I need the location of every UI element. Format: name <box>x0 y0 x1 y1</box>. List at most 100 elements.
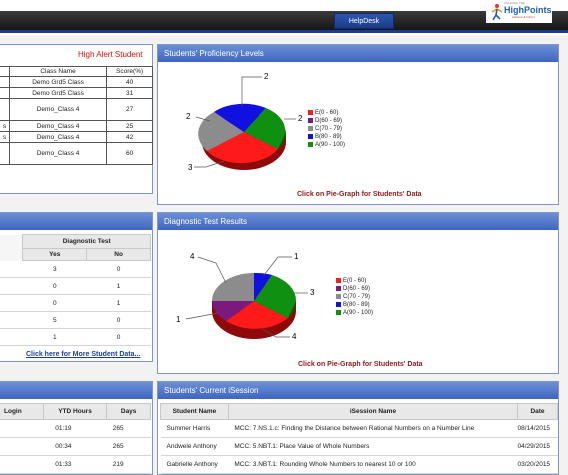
legend-swatch-d <box>336 285 341 291</box>
table-row[interactable]: s Demo_Class 4 42 <box>0 131 153 143</box>
logins-panel: Login YTD Hours Days 01:19 265 00:34 265 0… <box>0 381 153 475</box>
header-band <box>0 11 568 33</box>
pie-callout-d: 1 <box>176 315 181 324</box>
isession-title: Students' Current iSession <box>158 382 558 399</box>
pie-slice-c[interactable] <box>212 273 254 301</box>
pie-slice-d[interactable] <box>212 301 254 321</box>
more-student-data-link[interactable]: Click here for More Student Data... <box>26 351 141 358</box>
alert-col-score: Score(%) <box>106 66 153 77</box>
pie-callout-c: 2 <box>186 112 191 121</box>
table-row[interactable]: 01:33 219 <box>0 455 151 474</box>
proficiency-panel: Students' Proficiency Levels 2 2 2 3 E(0… <box>157 44 559 205</box>
legend-swatch-a <box>336 309 341 315</box>
legend-item: B(80 - 89) <box>308 133 345 141</box>
diagnostic-legend: E(0 - 60) D(60 - 69) C(70 - 79) B(80 - 8… <box>336 277 373 317</box>
pie-callout-b: 2 <box>264 72 269 81</box>
high-alert-table: Class Name Score(%) Demo Grd5 Class 40 De… <box>0 66 153 165</box>
pie-callout-e: 4 <box>292 332 297 341</box>
logo-tagline-top: UNLEASH THE <box>504 1 525 5</box>
helpdesk-button[interactable]: HelpDesk <box>334 13 394 29</box>
logins-col-login: Login <box>0 403 44 420</box>
table-row[interactable]: s Demo_Class 4 25 <box>0 120 153 132</box>
legend-swatch-d <box>308 117 313 123</box>
legend-item: D(60 - 69) <box>336 285 373 293</box>
diag-col-student <box>0 234 23 249</box>
table-row[interactable]: 00:34 265 <box>0 437 151 456</box>
isession-col-session: iSession Name <box>227 403 519 420</box>
pie-slice-e[interactable] <box>207 132 278 164</box>
table-row[interactable]: Andwele Anthony MCC: 5.NBT.1: Place Value… <box>160 437 558 456</box>
high-alert-title: High Alert Student <box>78 50 143 59</box>
legend-item: A(90 - 100) <box>336 309 373 317</box>
pie-callout-b: 1 <box>294 252 299 261</box>
highpoints-logo[interactable]: UNLEASH THE HighPoints Achieve & Inform <box>486 1 552 23</box>
diagnostic-pie-chart[interactable]: 1 3 4 1 4 <box>166 235 326 363</box>
proficiency-click-hint: Click on Pie-Graph for Students' Data <box>297 191 422 198</box>
alert-col-student <box>0 66 10 77</box>
legend-item: C(70 - 79) <box>308 125 345 133</box>
table-row[interactable]: Gabrielle Anthony MCC: 3.NBT.1: Rounding … <box>160 455 558 474</box>
alert-col-class: Class Name <box>8 66 108 77</box>
pie-callout-a: 3 <box>310 288 315 297</box>
pie-slice-c[interactable] <box>198 112 244 151</box>
table-row[interactable]: Demo_Class 4 60 <box>0 142 153 165</box>
legend-item: C(70 - 79) <box>336 293 373 301</box>
diag-col-no: No <box>86 248 151 261</box>
pie-slice-a[interactable] <box>244 108 286 149</box>
pie-callout-c: 4 <box>190 252 195 261</box>
diagnostic-click-hint: Click on Pie-Graph for Students' Data <box>298 361 423 368</box>
high-alert-panel: High Alert Student Class Name Score(%) D… <box>0 44 153 194</box>
isession-col-student: Student Name <box>160 403 229 420</box>
logo-figure-icon <box>491 4 503 21</box>
table-row[interactable]: Demo Grd5 Class 31 <box>0 87 153 99</box>
diagnostic-table-header <box>0 213 152 230</box>
pie-callout-e: 3 <box>188 163 193 172</box>
legend-swatch-a <box>308 141 313 147</box>
proficiency-legend: E(0 - 60) D(60 - 69) C(70 - 79) B(80 - 8… <box>308 109 345 149</box>
diagnostic-title: Diagnostic Test Results <box>158 213 558 230</box>
diagnostic-panel: Diagnostic Test Results 1 3 4 1 4 E(0 - … <box>157 212 559 374</box>
diag-col-blank <box>0 248 23 261</box>
logins-col-days: Days <box>106 403 151 420</box>
pie-slice-a[interactable] <box>254 275 297 318</box>
pie-slice-e[interactable] <box>226 301 288 329</box>
logo-name: HighPoints <box>504 5 552 15</box>
isession-panel: Students' Current iSession Student Name … <box>157 381 559 475</box>
pie-slice-b[interactable] <box>214 103 266 132</box>
legend-item: A(90 - 100) <box>308 141 345 149</box>
legend-swatch-b <box>336 301 341 307</box>
legend-item: E(0 - 60) <box>336 277 373 285</box>
legend-swatch-c <box>308 125 313 131</box>
pie-callout-a: 2 <box>298 114 303 123</box>
top-header: HelpDesk UNLEASH THE HighPoints Achieve … <box>0 0 568 36</box>
proficiency-pie-chart[interactable]: 2 2 2 3 <box>166 69 326 189</box>
logins-header <box>0 382 152 399</box>
logins-table: Login YTD Hours Days 01:19 265 00:34 265 0… <box>0 403 151 474</box>
legend-swatch-e <box>308 109 313 115</box>
legend-swatch-e <box>336 277 341 283</box>
legend-item: E(0 - 60) <box>308 109 345 117</box>
legend-swatch-c <box>336 293 341 299</box>
table-row[interactable]: Demo Grd5 Class 40 <box>0 76 153 88</box>
logo-tagline: Achieve & Inform <box>512 15 535 19</box>
isession-table: Student Name iSession Name Date Summer H… <box>160 403 558 474</box>
legend-item: B(80 - 89) <box>336 301 373 309</box>
proficiency-title: Students' Proficiency Levels <box>158 45 558 62</box>
diag-col-yes: Yes <box>22 248 88 261</box>
pie-slice-b[interactable] <box>254 272 272 301</box>
table-row[interactable]: Summer Harris MCC: 7.NS.1.c: Finding the … <box>160 419 558 438</box>
table-row[interactable]: Demo_Class 4 27 <box>0 98 153 121</box>
legend-item: D(60 - 69) <box>308 117 345 125</box>
table-row[interactable]: 01:19 265 <box>0 419 151 438</box>
isession-col-date: Date <box>517 403 558 420</box>
logins-col-ytd: YTD Hours <box>42 403 108 420</box>
legend-swatch-b <box>308 133 313 139</box>
diag-group-header: Diagnostic Test <box>22 234 151 249</box>
